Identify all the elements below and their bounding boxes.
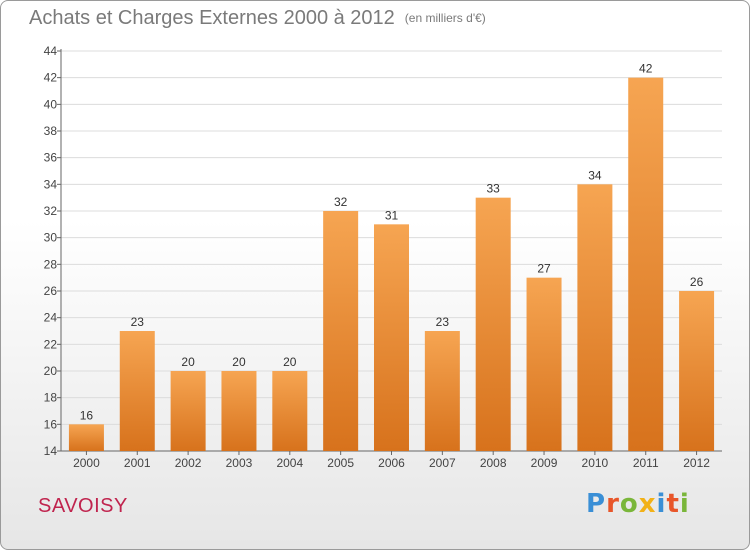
value-label: 16 xyxy=(80,408,94,422)
value-label: 33 xyxy=(487,182,501,196)
y-tick-label: 44 xyxy=(44,44,58,58)
proxiti-logo: Proxiti xyxy=(586,489,690,519)
x-tick-label: 2011 xyxy=(633,456,659,470)
bar xyxy=(221,371,257,451)
bar xyxy=(68,424,104,451)
x-tick-label: 2008 xyxy=(480,456,507,470)
y-tick-label: 26 xyxy=(44,284,58,298)
value-label: 23 xyxy=(436,315,450,329)
value-label: 34 xyxy=(588,168,602,182)
value-label: 23 xyxy=(131,315,145,329)
value-label: 20 xyxy=(181,355,195,369)
logo-letter: i xyxy=(679,489,690,519)
x-tick-label: 2006 xyxy=(378,456,405,470)
x-tick-label: 2001 xyxy=(124,456,151,470)
y-tick-label: 22 xyxy=(44,337,58,351)
value-label: 26 xyxy=(690,275,704,289)
y-tick-label: 38 xyxy=(44,124,58,138)
chart-title-text: Achats et Charges Externes 2000 à 2012 xyxy=(29,7,395,29)
x-tick-label: 2000 xyxy=(73,456,100,470)
value-label: 20 xyxy=(232,355,246,369)
bar xyxy=(628,77,664,452)
city-name: SAVOISY xyxy=(38,495,128,517)
bar xyxy=(577,184,613,452)
y-tick-label: 30 xyxy=(44,231,58,245)
x-tick-label: 2003 xyxy=(226,456,253,470)
y-tick-label: 14 xyxy=(44,444,58,458)
chart-subtitle: (en milliers d'€) xyxy=(404,11,486,25)
y-tick-label: 20 xyxy=(44,364,58,378)
bar xyxy=(475,197,511,451)
y-tick-label: 16 xyxy=(44,417,58,431)
value-label: 31 xyxy=(385,208,399,222)
tick-labels: 14 16 18 20 22 24 26 28 30 32 34 36 38 40 42 44 2000 2001… xyxy=(44,44,711,470)
y-tick-label: 42 xyxy=(44,71,58,85)
x-tick-label: 2002 xyxy=(175,456,202,470)
bar xyxy=(323,211,359,451)
y-tick-label: 36 xyxy=(44,151,58,165)
bar xyxy=(119,331,155,451)
y-tick-label: 34 xyxy=(44,177,58,191)
bar xyxy=(424,331,460,451)
value-label: 32 xyxy=(334,195,348,209)
x-tick-label: 2010 xyxy=(582,456,609,470)
x-tick-label: 2007 xyxy=(429,456,456,470)
logo-letter: o xyxy=(619,489,639,519)
y-tick-label: 32 xyxy=(44,204,58,218)
y-tick-label: 24 xyxy=(44,311,58,325)
bar xyxy=(272,371,308,451)
y-tick-label: 28 xyxy=(44,257,58,271)
bar xyxy=(170,371,206,451)
logo-letter: i xyxy=(656,489,667,519)
value-labels: 16 23 20 20 20 32 31 23 33 27 34 42 26 xyxy=(80,62,704,423)
value-label: 42 xyxy=(639,62,653,76)
bar xyxy=(526,277,562,451)
y-tick-label: 18 xyxy=(44,391,58,405)
logo-letter: r xyxy=(606,489,620,519)
chart-title: Achats et Charges Externes 2000 à 2012 (e… xyxy=(29,7,486,30)
logo-letter: P xyxy=(586,489,607,519)
logo-letter: t xyxy=(666,489,680,519)
y-tick-label: 40 xyxy=(44,97,58,111)
x-tick-label: 2012 xyxy=(683,456,710,470)
bars xyxy=(68,77,715,452)
logo-letter: x xyxy=(638,489,657,519)
bar xyxy=(374,224,409,451)
x-tick-label: 2004 xyxy=(276,456,303,470)
x-tick-label: 2005 xyxy=(327,456,354,470)
x-tick-label: 2009 xyxy=(531,456,558,470)
value-label: 20 xyxy=(283,355,297,369)
bar xyxy=(679,291,715,451)
value-label: 27 xyxy=(537,262,551,276)
